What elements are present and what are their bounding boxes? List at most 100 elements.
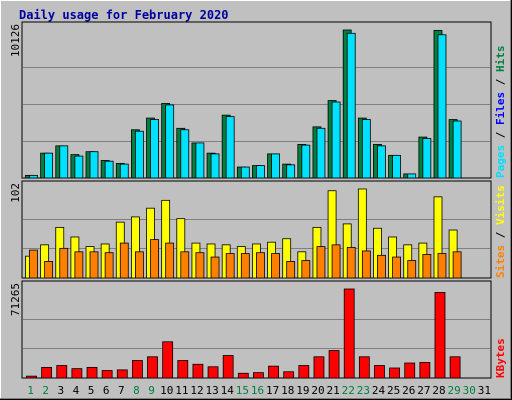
x-tick-day-27: 27: [417, 384, 430, 397]
bar-kbytes-day-27: [419, 361, 431, 379]
bar-sites-day-6: [104, 252, 114, 279]
bar-pages-day-27: [422, 138, 432, 179]
bar-kbytes-day-9: [147, 356, 158, 379]
y-max-label: 102: [9, 183, 22, 203]
bar-sites-day-27: [422, 254, 432, 279]
bar-sites-day-5: [89, 251, 99, 279]
bar-sites-day-14: [225, 253, 235, 279]
panel-kbytes: 71265 KBytes: [9, 280, 507, 379]
bar-kbytes-day-15: [237, 372, 249, 379]
x-tick-day-8: 8: [133, 384, 140, 397]
bar-sites-day-1: [29, 249, 38, 279]
bar-kbytes-day-8: [132, 360, 143, 379]
bar-pages-day-11: [180, 129, 190, 179]
chart-panels: 10126 Pages / Files / Hits 102 Sites / Visi…: [9, 21, 507, 379]
bar-kbytes-day-11: [177, 360, 189, 379]
bar-pages-day-23: [361, 119, 371, 179]
bar-pages-day-29: [452, 120, 462, 179]
x-tick-day-14: 14: [221, 384, 235, 397]
bar-sites-day-15: [240, 253, 250, 279]
bar-pages-day-21: [331, 101, 341, 179]
bar-pages-day-16: [256, 165, 265, 179]
bar-kbytes-day-18: [283, 371, 295, 379]
bar-pages-day-7: [119, 163, 129, 179]
bar-pages-day-18: [286, 164, 296, 179]
bar-sites-day-17: [271, 253, 280, 279]
x-tick-day-29: 29: [448, 384, 461, 397]
bar-kbytes-day-22: [343, 288, 355, 379]
x-tick-day-7: 7: [118, 384, 125, 397]
x-tick-day-11: 11: [175, 384, 188, 397]
legend-visits: Visits: [494, 185, 507, 225]
bar-pages-day-13: [210, 153, 220, 179]
bar-sites-day-25: [392, 256, 401, 279]
panel-hits-files-pages: 10126 Pages / Files / Hits: [9, 21, 507, 179]
x-tick-day-12: 12: [190, 384, 203, 397]
bar-kbytes-day-23: [358, 356, 370, 379]
bar-kbytes-day-4: [71, 368, 83, 379]
bar-pages-day-14: [225, 116, 235, 179]
legend-separator: /: [494, 225, 507, 245]
legend-hits-files-pages: Pages / Files / Hits: [494, 46, 507, 179]
bar-pages-day-19: [301, 144, 311, 179]
bar-kbytes-day-14: [222, 355, 234, 379]
bar-kbytes-day-2: [41, 366, 53, 379]
bar-kbytes-day-25: [389, 367, 400, 379]
bar-sites-day-4: [74, 251, 84, 279]
bar-sites-day-18: [286, 261, 296, 279]
legend-separator: /: [494, 72, 507, 92]
legend-kbytes: KBytes: [494, 338, 507, 378]
x-tick-day-31: 31: [478, 384, 491, 397]
bar-kbytes-day-20: [313, 356, 325, 379]
bar-kbytes-day-13: [207, 366, 219, 379]
legend-separator: /: [494, 125, 507, 145]
bar-kbytes-day-29: [449, 356, 461, 379]
y-max-label: 10126: [9, 24, 22, 57]
bar-pages-day-15: [240, 166, 250, 179]
bar-sites-day-10: [165, 242, 175, 279]
bar-pages-day-6: [104, 160, 114, 179]
bar-kbytes-day-10: [162, 341, 174, 379]
bar-pages-day-26: [407, 173, 417, 179]
bar-pages-day-8: [135, 130, 144, 179]
x-tick-day-2: 2: [42, 384, 49, 397]
bar-kbytes-day-28: [434, 292, 446, 379]
bar-pages-day-28: [437, 34, 447, 179]
legend-kbytes: KBytes: [494, 338, 507, 378]
bar-kbytes-day-24: [374, 365, 385, 379]
legend-hits: Hits: [494, 46, 507, 73]
bar-sites-day-23: [361, 250, 371, 279]
x-tick-day-1: 1: [27, 384, 34, 397]
bar-sites-day-3: [59, 247, 69, 279]
bar-sites-day-29: [452, 251, 462, 279]
bar-pages-day-2: [44, 152, 54, 179]
legend-sites: Sites: [494, 245, 507, 278]
bar-sites-day-26: [407, 260, 417, 279]
bar-pages-day-22: [346, 32, 356, 179]
x-tick-day-24: 24: [372, 384, 386, 397]
panel-visits-sites: 102 Sites / Visits: [9, 180, 507, 279]
bar-pages-day-25: [392, 154, 401, 179]
x-tick-day-4: 4: [73, 384, 80, 397]
bar-sites-day-16: [256, 252, 265, 279]
bar-sites-day-22: [346, 247, 356, 279]
x-tick-day-5: 5: [88, 384, 95, 397]
bar-kbytes-day-7: [116, 369, 128, 379]
x-tick-day-17: 17: [266, 384, 279, 397]
x-tick-day-15: 15: [236, 384, 249, 397]
bar-pages-day-5: [89, 151, 99, 179]
x-tick-day-30: 30: [463, 384, 476, 397]
y-max-label: 71265: [9, 283, 22, 316]
x-tick-day-3: 3: [58, 384, 65, 397]
x-tick-day-6: 6: [103, 384, 110, 397]
x-tick-day-21: 21: [327, 384, 340, 397]
bar-kbytes-day-5: [86, 366, 98, 379]
bar-pages-day-3: [59, 145, 69, 179]
x-tick-day-19: 19: [296, 384, 309, 397]
bar-pages-day-12: [195, 142, 205, 179]
bar-sites-day-24: [377, 254, 386, 279]
x-tick-day-18: 18: [281, 384, 294, 397]
bar-kbytes-day-12: [192, 363, 204, 379]
bar-kbytes-day-16: [253, 372, 264, 379]
